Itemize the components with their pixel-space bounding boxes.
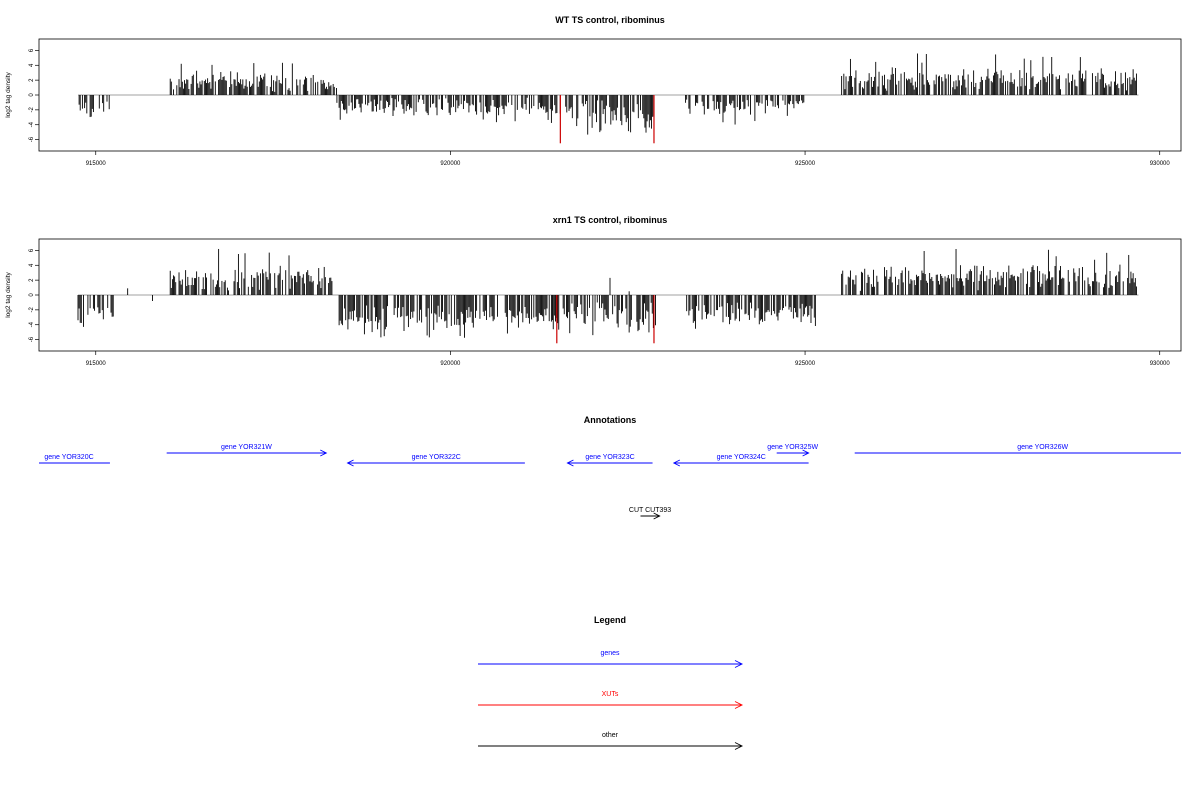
y-tick-label: 4 [29,63,35,67]
x-tick-label: 930000 [1150,361,1171,367]
chart-title: WT TS control, ribominus [555,15,665,25]
annotation-features: gene YOR320C gene YOR321W gene YOR322C gene… [39,444,1181,520]
x-tick-label: 915000 [86,161,107,167]
y-tick-label: -4 [29,321,35,327]
x-tick-label: 925000 [795,161,816,167]
y-tick-label: -4 [29,121,35,127]
legend-arrow [734,701,744,709]
y-tick-label: 6 [29,48,35,52]
legend-item: other [478,732,744,750]
x-tick-label: 930000 [1150,161,1171,167]
legend: Legend genes XUTs other [478,615,744,750]
x-tick-label: 920000 [440,361,461,367]
y-tick-label: 4 [29,263,35,267]
y-tick-label: 6 [29,248,35,252]
annotation-feature: gene YOR324C [672,454,809,467]
annotations-title: Annotations [584,415,637,425]
legend-label: XUTs [602,691,619,698]
x-tick-label: 915000 [86,361,107,367]
y-tick-label: 0 [29,93,35,97]
annotation-feature: gene YOR326W [854,444,1181,454]
y-tick-label: -2 [29,107,35,113]
strand-arrow [320,449,328,457]
chart-xrn1-ts-control: xrn1 TS control, ribominus -6 -4 -2 0 2 4 6 915… [5,215,1182,367]
feature-label: gene YOR326W [1017,444,1068,451]
feature-label: gene YOR323C [585,454,634,461]
chart-title: xrn1 TS control, ribominus [553,215,668,225]
y-axis-label: log2 tag density [5,271,12,317]
y-tick-label: 2 [29,78,35,82]
legend-item: XUTs [478,691,744,709]
feature-label: gene YOR320C [44,454,93,461]
strand-arrow [653,512,661,520]
data-marks [78,53,1139,144]
chart-wt-ts-control: WT TS control, ribominus -6 -4 -2 0 2 4 6 91500… [5,15,1182,167]
annotation-feature: gene YOR325W [767,444,818,457]
y-tick-label: -6 [29,136,35,142]
strand-arrow [346,459,354,467]
feature-label: gene YOR325W [767,444,818,451]
legend-item: genes [478,650,744,668]
y-tick-label: -6 [29,336,35,342]
legend-label: other [602,732,619,739]
legend-arrow [734,660,744,668]
strand-arrow [672,459,681,467]
annotation-feature: gene YOR323C [566,454,653,467]
feature-label: gene YOR322C [412,454,461,461]
legend-label: genes [600,650,620,657]
annotation-feature: gene YOR320C [39,454,110,464]
axes: -6 -4 -2 0 2 4 6 915000 920000 925000 930000 [29,48,1170,167]
legend-items: genes XUTs other [478,650,744,750]
y-tick-label: 0 [29,293,35,297]
strand-arrow [566,459,574,467]
x-tick-label: 920000 [440,161,461,167]
annotation-feature: CUT CUT393 [629,507,671,520]
y-tick-label: 2 [29,278,35,282]
feature-label: gene YOR324C [717,454,766,461]
y-tick-label: -2 [29,307,35,313]
feature-label: CUT CUT393 [629,507,671,514]
feature-label: gene YOR321W [221,444,272,451]
strand-arrow [802,449,810,457]
axes: -6 -4 -2 0 2 4 6 915000 920000 925000 930000 [29,248,1170,367]
y-axis-label: log2 tag density [5,71,12,117]
data-marks [77,248,1139,344]
legend-arrow [734,742,744,750]
x-tick-label: 925000 [795,361,816,367]
annotation-feature: gene YOR322C [346,454,525,467]
legend-title: Legend [594,615,626,625]
annotation-feature: gene YOR321W [166,444,328,457]
